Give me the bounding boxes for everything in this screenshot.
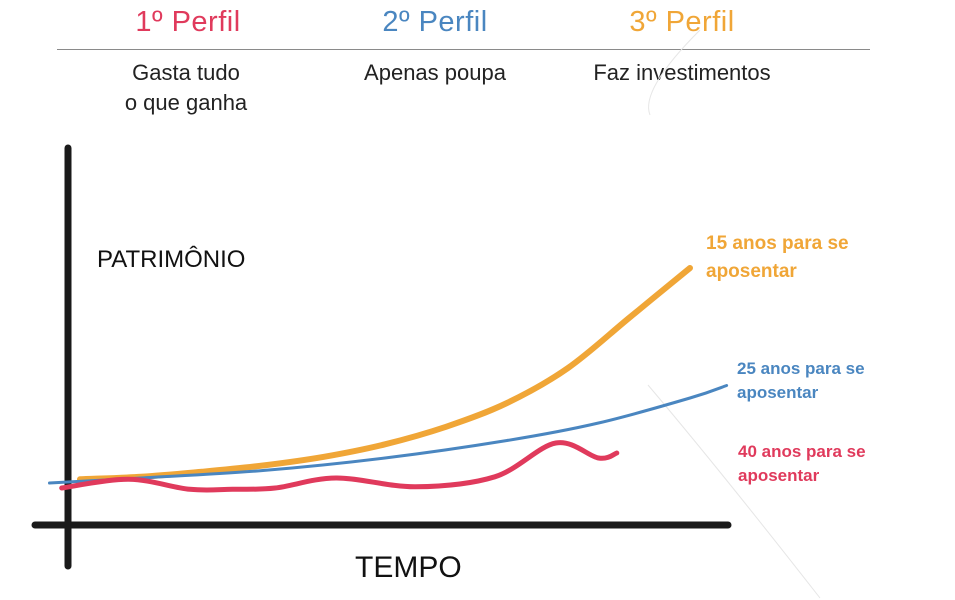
perfil3-annotation-line1: 15 anos para se (706, 233, 849, 254)
profile-1-description-line1: Gasta tudo (132, 60, 240, 85)
perfil2-annotation-line2: aposentar (737, 383, 819, 402)
profile-2-description-line1: Apenas poupa (364, 60, 506, 85)
decor-arc-bottom (647, 384, 821, 599)
profile-2-title: 2º Perfil (382, 6, 488, 38)
perfil1-annotation-line1: 40 anos para se (738, 442, 866, 461)
perfil1-series-line (59, 440, 620, 493)
perfil2-annotation-line1: 25 anos para se (737, 359, 865, 378)
profile-2-description: Apenas poupa (315, 58, 555, 88)
profile-1-title: 1º Perfil (135, 6, 241, 38)
perfil3-annotation-line2: aposentar (706, 261, 797, 282)
header-divider (57, 49, 870, 50)
series-layer (48, 265, 729, 493)
perfil3-series-line (77, 265, 693, 483)
profile-3-title: 3º Perfil (629, 6, 735, 38)
perfil3-annotation: 15 anos para se aposentar (706, 230, 849, 286)
perfil1-annotation-line2: aposentar (738, 466, 820, 485)
profile-1-description-line2: o que ganha (124, 90, 248, 115)
perfil1-annotation: 40 anos para se aposentar (738, 440, 866, 488)
profile-1-description: Gasta tudo o que ganha (66, 58, 306, 118)
x-axis-label: TEMPO (355, 551, 462, 584)
decor-arc-top (648, 29, 701, 116)
perfil2-annotation: 25 anos para se aposentar (737, 357, 865, 405)
profile-3-description: Faz investimentos (562, 58, 802, 88)
perfil2-series-line (48, 384, 729, 485)
y-axis-label: PATRIMÔNIO (97, 246, 246, 273)
profile-3-description-line1: Faz investimentos (593, 60, 771, 85)
